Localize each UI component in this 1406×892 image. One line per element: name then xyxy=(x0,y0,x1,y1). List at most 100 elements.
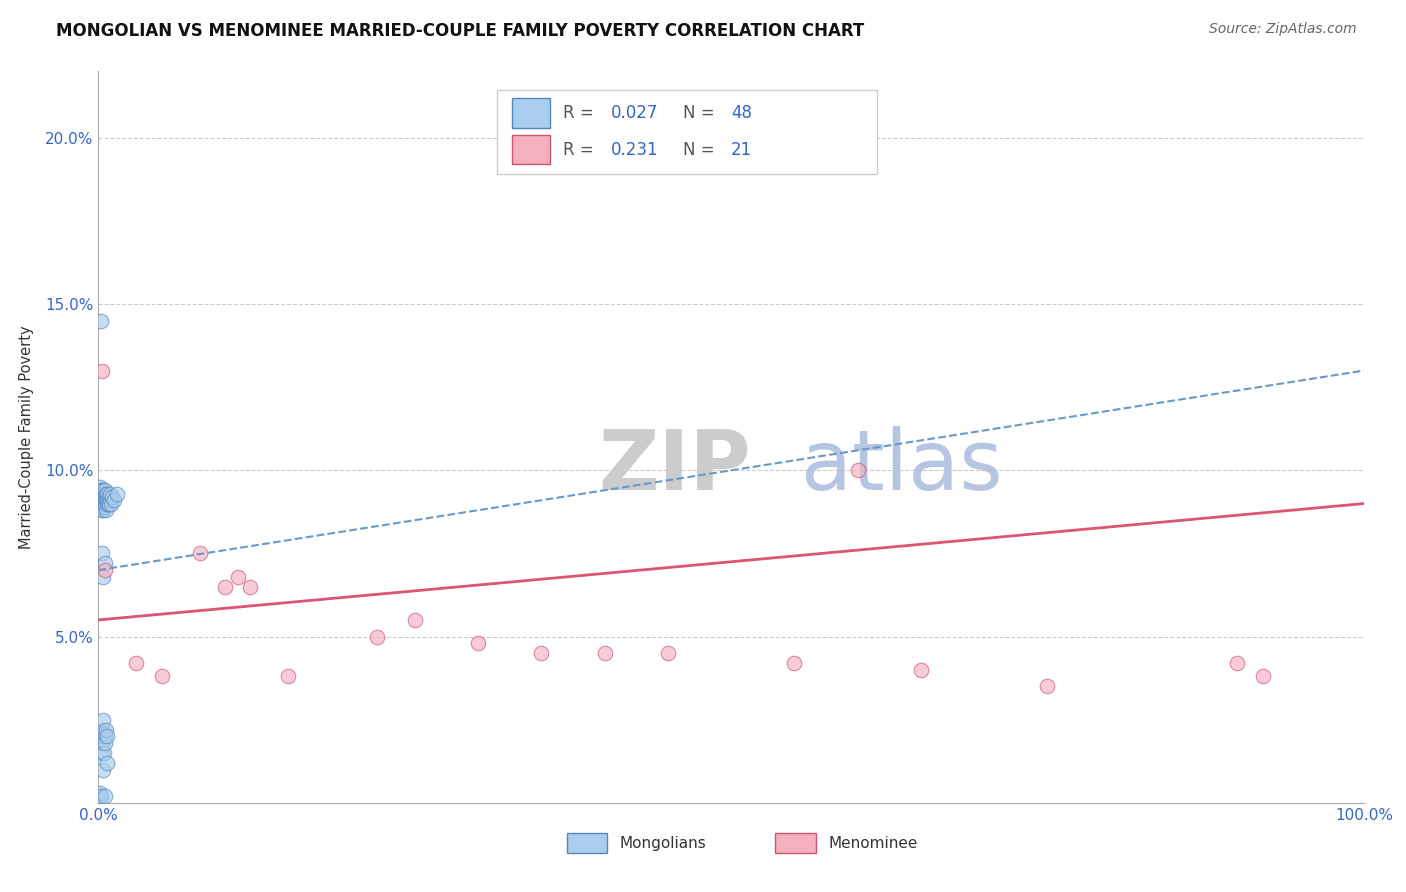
Point xyxy=(89,486,111,500)
Point xyxy=(1036,680,1059,694)
Point xyxy=(404,613,426,627)
Point xyxy=(90,789,112,804)
Text: 0.231: 0.231 xyxy=(610,141,658,159)
Point xyxy=(91,486,114,500)
Point xyxy=(910,663,932,677)
Point xyxy=(93,486,115,500)
Point xyxy=(1251,669,1274,683)
Point xyxy=(94,723,117,737)
Text: MONGOLIAN VS MENOMINEE MARRIED-COUPLE FAMILY POVERTY CORRELATION CHART: MONGOLIAN VS MENOMINEE MARRIED-COUPLE FA… xyxy=(56,22,865,40)
Point xyxy=(89,480,111,494)
Point xyxy=(94,483,117,498)
Point xyxy=(239,580,262,594)
Point xyxy=(94,490,117,504)
Point xyxy=(91,483,114,498)
Point xyxy=(97,490,120,504)
Point xyxy=(89,497,111,511)
Point xyxy=(96,490,118,504)
Text: ZIP: ZIP xyxy=(599,425,751,507)
Point xyxy=(93,563,117,577)
Point xyxy=(98,497,121,511)
Point xyxy=(91,490,114,504)
Text: atlas: atlas xyxy=(801,425,1002,507)
Point xyxy=(90,490,112,504)
Text: 0.027: 0.027 xyxy=(610,104,658,122)
Point xyxy=(783,656,806,670)
Point xyxy=(101,490,124,504)
Point xyxy=(188,546,211,560)
Point xyxy=(89,490,111,504)
Point xyxy=(94,736,117,750)
Point xyxy=(150,669,173,683)
Point xyxy=(94,486,117,500)
Point xyxy=(93,483,115,498)
Point xyxy=(90,493,112,508)
Point xyxy=(226,570,249,584)
Point xyxy=(90,500,112,514)
Point xyxy=(89,789,111,804)
Point xyxy=(366,630,388,644)
Point xyxy=(90,483,112,498)
Point xyxy=(277,669,299,683)
Point xyxy=(467,636,489,650)
Point xyxy=(91,723,114,737)
FancyBboxPatch shape xyxy=(567,833,607,854)
Point xyxy=(91,363,114,377)
Point xyxy=(96,497,118,511)
Point xyxy=(96,486,118,500)
Point xyxy=(91,497,114,511)
Point xyxy=(214,580,236,594)
Text: Source: ZipAtlas.com: Source: ZipAtlas.com xyxy=(1209,22,1357,37)
Text: N =: N = xyxy=(683,104,720,122)
Point xyxy=(93,493,117,508)
Point xyxy=(100,497,122,511)
Point xyxy=(91,729,114,743)
Text: N =: N = xyxy=(683,141,720,159)
FancyBboxPatch shape xyxy=(512,98,550,128)
Point xyxy=(96,729,118,743)
Point xyxy=(91,736,114,750)
Point xyxy=(125,656,148,670)
Y-axis label: Married-Couple Family Poverty: Married-Couple Family Poverty xyxy=(20,326,34,549)
Point xyxy=(93,486,117,500)
Point xyxy=(89,786,111,800)
Point xyxy=(530,646,553,660)
Text: Menominee: Menominee xyxy=(828,836,918,851)
Text: 21: 21 xyxy=(731,141,752,159)
Point xyxy=(90,746,112,760)
Point xyxy=(96,756,118,770)
Point xyxy=(93,497,115,511)
Point xyxy=(93,746,115,760)
Point xyxy=(94,503,117,517)
Point xyxy=(98,493,121,508)
Point xyxy=(93,497,117,511)
Point xyxy=(91,503,114,517)
Text: R =: R = xyxy=(562,104,599,122)
Point xyxy=(93,763,115,777)
Point xyxy=(846,463,869,477)
Point xyxy=(93,570,115,584)
Point xyxy=(93,789,117,804)
Point xyxy=(1226,656,1249,670)
Point xyxy=(97,497,120,511)
Point xyxy=(107,486,129,500)
Point xyxy=(93,493,115,508)
FancyBboxPatch shape xyxy=(512,135,550,164)
Text: 48: 48 xyxy=(731,104,752,122)
Point xyxy=(93,490,115,504)
Point xyxy=(593,646,616,660)
Point xyxy=(90,497,112,511)
Point xyxy=(93,503,115,517)
Text: R =: R = xyxy=(562,141,599,159)
Point xyxy=(93,713,115,727)
Point xyxy=(94,493,117,508)
Point xyxy=(93,557,117,571)
Point xyxy=(91,546,114,560)
Point xyxy=(96,493,118,508)
Point xyxy=(657,646,679,660)
FancyBboxPatch shape xyxy=(776,833,815,854)
FancyBboxPatch shape xyxy=(498,90,877,174)
Point xyxy=(93,500,117,514)
Point xyxy=(103,493,125,508)
Point xyxy=(93,729,117,743)
